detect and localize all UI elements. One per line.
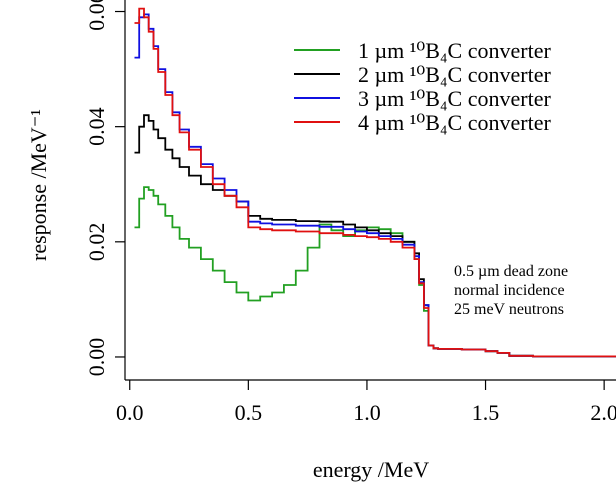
x-axis-label: energy /MeV (313, 457, 429, 482)
legend-label: 1 µm ¹⁰B₄C converter (358, 38, 551, 63)
y-tick-label: 0.06 (84, 0, 109, 31)
legend-label: 2 µm ¹⁰B₄C converter (358, 62, 551, 87)
series-group (134, 7, 616, 358)
legend-label: 3 µm ¹⁰B₄C converter (358, 86, 551, 111)
x-tick-label: 0.0 (116, 400, 144, 425)
y-tick-label: 0.02 (84, 223, 109, 262)
legend-label: 4 µm ¹⁰B₄C converter (358, 110, 551, 135)
y-axis: 0.00 0.02 0.04 0.06 (84, 0, 125, 376)
x-tick-label: 1.0 (353, 400, 381, 425)
y-tick-label: 0.04 (84, 107, 109, 145)
series-line (134, 7, 616, 358)
y-tick-label: 0.00 (84, 338, 109, 377)
x-tick-label: 2.0 (590, 400, 616, 425)
y-axis-label: response /MeV⁻¹ (26, 109, 51, 261)
annotation-line: 25 meV neutrons (454, 301, 564, 318)
annotation-note: 0.5 µm dead zone normal incidence 25 meV n… (454, 263, 568, 318)
annotation-line: normal incidence (454, 282, 565, 299)
series-line (134, 114, 616, 358)
annotation-line: 0.5 µm dead zone (454, 263, 568, 280)
x-tick-label: 0.5 (235, 400, 263, 425)
plot-frame (124, 0, 616, 381)
x-tick-label: 1.5 (472, 400, 500, 425)
x-axis: 0.0 0.5 1.0 1.5 2.0 (116, 380, 616, 425)
